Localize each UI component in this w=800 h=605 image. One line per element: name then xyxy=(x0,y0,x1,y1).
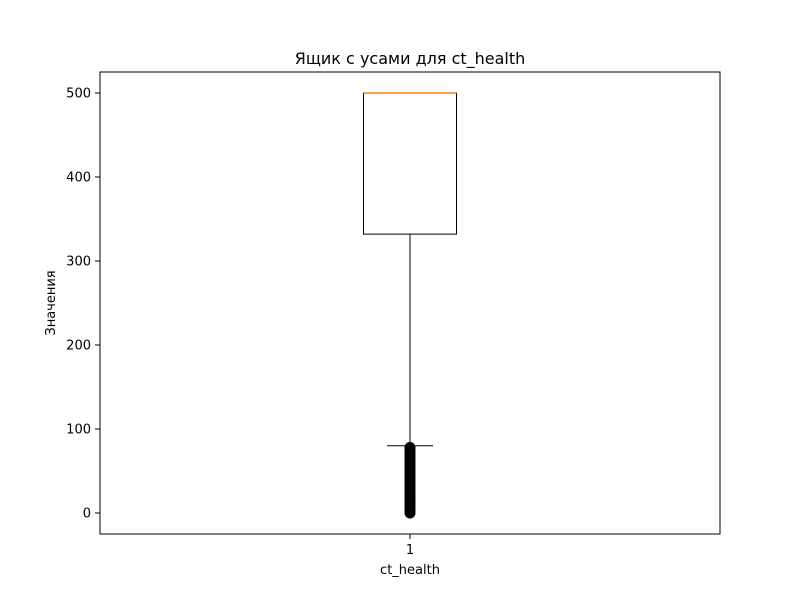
y-tick-label: 0 xyxy=(83,507,91,522)
y-tick-label: 500 xyxy=(66,87,91,102)
y-tick-label: 300 xyxy=(66,255,91,270)
y-tick-label: 200 xyxy=(66,339,91,354)
box-iqr xyxy=(363,92,457,235)
y-tick-label: 400 xyxy=(66,171,91,186)
outlier-point xyxy=(404,441,416,453)
plot-layer xyxy=(363,92,457,519)
x-tick-label: 1 xyxy=(406,543,414,558)
y-tick-label: 100 xyxy=(66,423,91,438)
y-axis-label: Значения xyxy=(44,270,59,335)
x-axis-label: ct_health xyxy=(380,563,440,578)
chart-title: Ящик с усами для ct_health xyxy=(295,49,526,69)
